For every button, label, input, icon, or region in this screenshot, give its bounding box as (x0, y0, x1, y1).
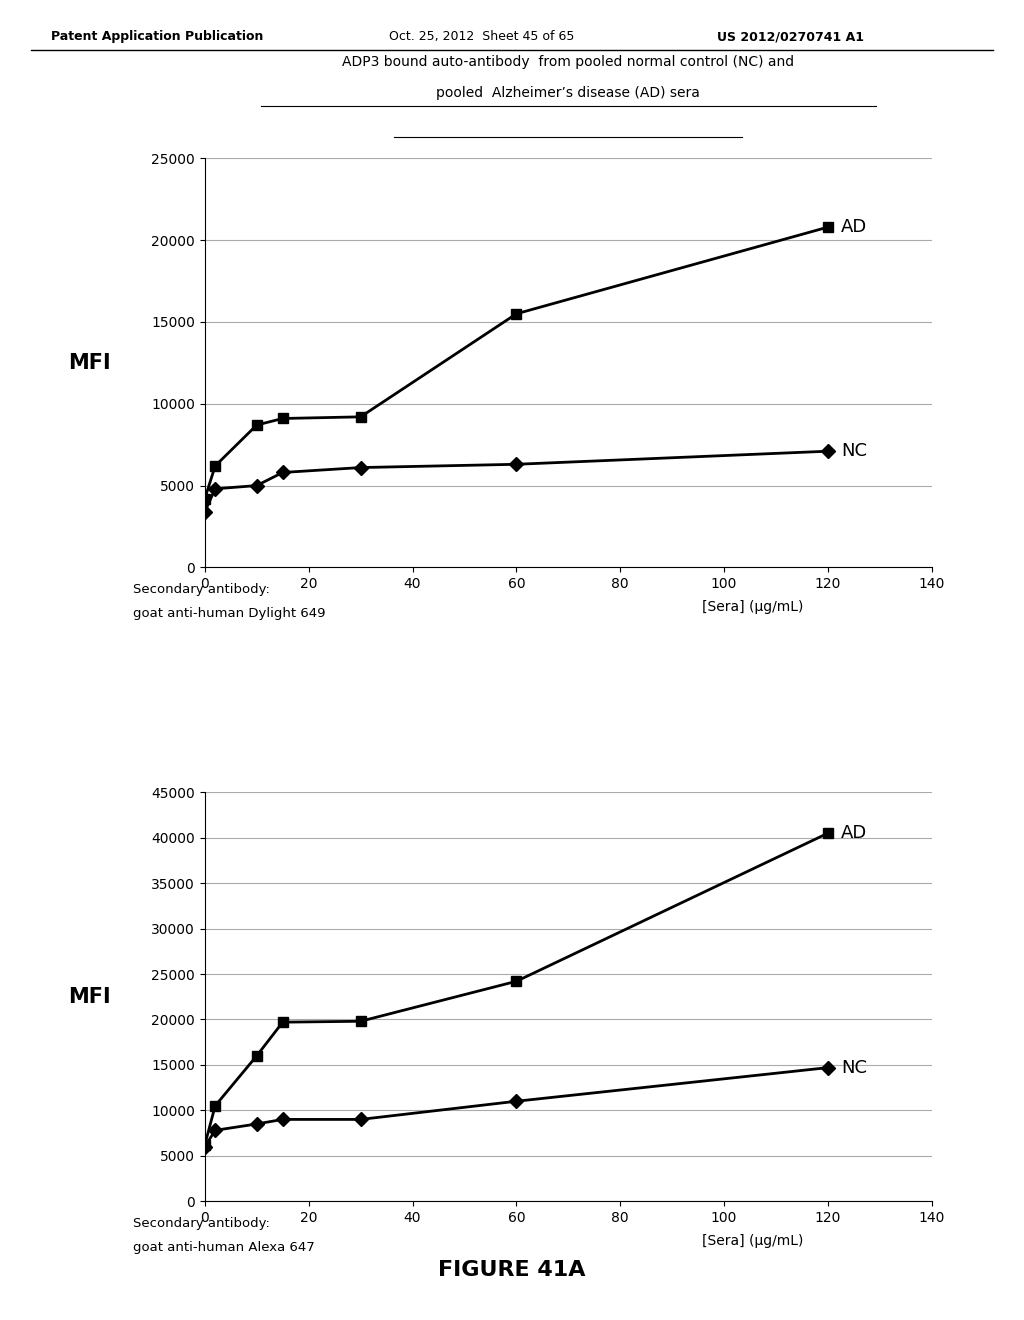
Text: NC: NC (841, 442, 867, 461)
Y-axis label: MFI: MFI (68, 987, 111, 1007)
Text: Secondary antibody:: Secondary antibody: (133, 1217, 270, 1230)
Text: Oct. 25, 2012  Sheet 45 of 65: Oct. 25, 2012 Sheet 45 of 65 (389, 30, 574, 44)
Text: US 2012/0270741 A1: US 2012/0270741 A1 (717, 30, 864, 44)
Text: AD: AD (841, 218, 867, 236)
Text: goat anti-human Dylight 649: goat anti-human Dylight 649 (133, 607, 326, 620)
Text: AD: AD (841, 824, 867, 842)
Text: [Sera] (µg/mL): [Sera] (µg/mL) (702, 1234, 803, 1249)
Text: Secondary antibody:: Secondary antibody: (133, 583, 270, 597)
Text: goat anti-human Alexa 647: goat anti-human Alexa 647 (133, 1241, 314, 1254)
Text: [Sera] (µg/mL): [Sera] (µg/mL) (702, 601, 803, 614)
Text: ADP3 bound auto-antibody  from pooled normal control (NC) and: ADP3 bound auto-antibody from pooled nor… (342, 54, 795, 69)
Text: NC: NC (841, 1059, 867, 1077)
Text: pooled  Alzheimer’s disease (AD) sera: pooled Alzheimer’s disease (AD) sera (436, 86, 700, 100)
Text: FIGURE 41A: FIGURE 41A (438, 1261, 586, 1280)
Text: Patent Application Publication: Patent Application Publication (51, 30, 263, 44)
Y-axis label: MFI: MFI (68, 352, 111, 372)
